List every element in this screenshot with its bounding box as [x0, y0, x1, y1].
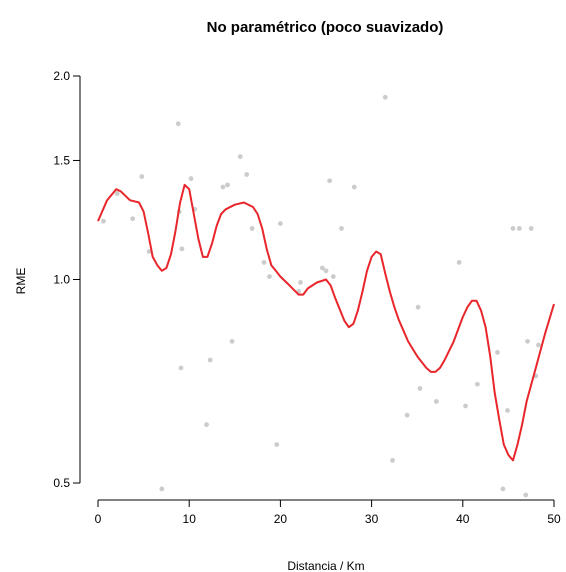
y-tick-label: 2.0: [53, 69, 70, 83]
data-point: [229, 338, 235, 344]
x-tick-label: 20: [274, 512, 288, 526]
data-point: [390, 458, 395, 463]
data-point: [327, 178, 333, 184]
x-tick-label: 10: [183, 512, 197, 526]
data-point: [267, 274, 272, 279]
data-point: [415, 304, 421, 310]
data-point: [188, 176, 194, 182]
data-point: [516, 226, 522, 231]
data-point: [178, 365, 184, 371]
x-axis: 0 10 20 30 40 50: [95, 499, 561, 526]
smoothing-curve: [97, 183, 555, 462]
data-point: [139, 174, 145, 179]
data-point: [207, 357, 213, 363]
x-axis-label: Distancia / Km: [287, 559, 364, 572]
data-point: [175, 121, 181, 127]
data-point: [323, 268, 329, 274]
data-point: [274, 442, 280, 447]
x-tick-label: 40: [456, 512, 470, 526]
x-tick-label: 50: [547, 512, 561, 526]
scatter-points: [101, 94, 541, 498]
data-point: [463, 403, 468, 409]
data-point: [417, 386, 423, 391]
data-point: [319, 265, 325, 271]
data-point: [130, 216, 136, 222]
data-point: [339, 226, 344, 231]
data-point: [249, 226, 255, 231]
data-point: [101, 218, 106, 224]
data-point: [237, 154, 243, 159]
data-point: [456, 259, 462, 265]
data-point: [261, 259, 267, 265]
y-axis-label: RME: [14, 268, 28, 295]
data-point: [159, 486, 165, 492]
data-point: [225, 182, 230, 188]
y-tick-label: 1.5: [53, 153, 70, 167]
x-tick-label: 30: [365, 512, 379, 526]
data-point: [146, 249, 152, 254]
data-point: [298, 280, 303, 285]
data-point: [495, 350, 500, 355]
x-tick-label: 0: [95, 512, 102, 526]
chart-title: No paramétrico (poco suavizado): [207, 19, 444, 36]
data-point: [351, 184, 357, 190]
data-point: [505, 408, 510, 413]
data-point: [528, 226, 534, 231]
data-point: [244, 172, 250, 177]
y-tick-label: 1.0: [53, 273, 70, 287]
data-point: [523, 492, 529, 498]
data-point: [278, 221, 283, 226]
data-point: [474, 381, 480, 387]
data-point: [525, 338, 530, 344]
data-point: [404, 412, 410, 418]
data-point: [382, 94, 388, 100]
data-point: [179, 246, 185, 252]
data-point: [500, 486, 506, 492]
data-point: [220, 184, 226, 190]
data-point: [114, 191, 120, 196]
y-tick-label: 0.5: [53, 476, 70, 490]
data-point: [536, 342, 541, 348]
y-axis: 0.5 1.0 1.5 2.0: [53, 69, 81, 490]
data-point: [204, 422, 209, 428]
data-point: [330, 274, 336, 279]
data-point: [433, 399, 439, 404]
data-point: [510, 226, 516, 231]
